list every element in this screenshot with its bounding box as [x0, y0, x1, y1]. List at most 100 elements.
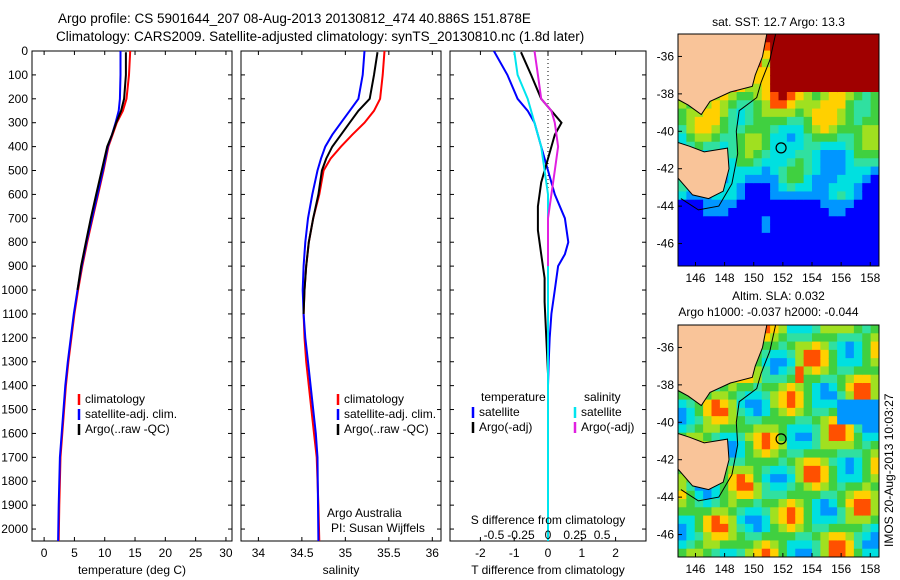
map-cell: [786, 407, 796, 417]
map-cell: [686, 216, 696, 226]
map-cell: [862, 150, 872, 159]
map-cell: [703, 532, 713, 542]
map-cell: [761, 333, 771, 343]
map-cell: [795, 133, 805, 143]
map-cell: [853, 349, 863, 359]
map-cell: [736, 424, 746, 434]
map-cell: [820, 92, 830, 101]
map-cell: [795, 482, 805, 492]
map-cell: [803, 449, 813, 459]
map-cell: [870, 166, 879, 176]
map-cell: [870, 125, 879, 135]
map-cell: [694, 216, 704, 226]
map-cell: [745, 116, 754, 126]
map-cell: [678, 548, 687, 557]
map-cell: [828, 474, 838, 484]
map-cell: [770, 75, 780, 85]
map-cell: [803, 358, 813, 368]
map-cell: [736, 183, 746, 193]
map-cell: [862, 540, 872, 550]
map-cell: [845, 174, 855, 184]
map-cell: [778, 333, 788, 343]
map-cell: [761, 58, 771, 68]
map-cell: [795, 366, 805, 376]
map-cell: [778, 133, 788, 143]
map-cell: [745, 416, 754, 426]
map-cell: [803, 257, 813, 266]
map-cell: [862, 515, 872, 525]
map-cell: [703, 257, 713, 266]
map-cell: [711, 548, 721, 557]
map-cell: [828, 191, 838, 201]
map-cell: [753, 232, 763, 242]
map-cell: [736, 532, 746, 542]
map-cell: [812, 457, 821, 467]
map-cell: [870, 83, 879, 93]
x-tick-label: 5: [71, 546, 78, 560]
series-line-satellite-adj-clim-: [301, 51, 366, 541]
map-cell: [786, 432, 796, 442]
map-cell: [845, 333, 855, 343]
map-cell: [736, 441, 746, 450]
map-cell: [862, 548, 872, 557]
map-cell: [778, 416, 788, 426]
map-cell: [711, 416, 721, 426]
map-cell: [786, 325, 796, 334]
map-cell: [761, 50, 771, 60]
map-cell: [870, 507, 879, 517]
map-cell: [837, 399, 847, 409]
map-cell: [745, 199, 754, 209]
map-cell: [837, 515, 847, 525]
map-cell: [803, 333, 813, 343]
map-cell: [711, 499, 721, 508]
map-cell: [845, 158, 855, 168]
map-cell: [686, 490, 696, 500]
map-y-tick-label: -36: [657, 49, 675, 63]
map-cell: [786, 216, 796, 226]
map-cell: [795, 75, 805, 85]
map-cell: [862, 108, 872, 118]
map-cell: [845, 341, 855, 351]
map-cell: [853, 208, 863, 217]
map-cell: [686, 424, 696, 434]
map-cell: [786, 374, 796, 384]
map-cell: [719, 407, 729, 417]
map-cell: [778, 108, 788, 118]
x-tick-label: 15: [128, 546, 142, 560]
map-cell: [770, 50, 780, 60]
map-cell: [711, 515, 721, 525]
map-cell: [862, 474, 872, 484]
map-cell: [870, 333, 879, 343]
map-cell: [694, 515, 704, 525]
map-cell: [736, 232, 746, 242]
map-cell: [845, 108, 855, 118]
map-cell: [778, 540, 788, 550]
map-cell: [828, 540, 838, 550]
map-cell: [853, 482, 863, 492]
map-cell: [803, 416, 813, 426]
timestamp-sidebar: IMOS 20-Aug-2013 10:03:27: [882, 393, 896, 547]
map-cell: [862, 116, 872, 126]
map-cell: [837, 208, 847, 217]
map-cell: [694, 548, 704, 557]
map-cell: [820, 108, 830, 118]
map-cell: [711, 191, 721, 201]
map-cell: [812, 548, 821, 557]
map-cell: [770, 399, 780, 409]
map-cell: [745, 449, 754, 459]
legend-label: Argo(..raw -QC): [85, 422, 170, 436]
map-cell: [761, 216, 771, 226]
map-cell: [803, 391, 813, 401]
map-cell: [803, 208, 813, 217]
map-cell: [828, 75, 838, 85]
map-cell: [812, 150, 821, 159]
map-cell: [753, 548, 763, 557]
map-cell: [711, 391, 721, 401]
map-cell: [837, 116, 847, 126]
map-cell: [812, 141, 821, 151]
map-cell: [812, 58, 821, 68]
map-cell: [820, 490, 830, 500]
map-cell: [728, 199, 738, 209]
map-cell: [753, 108, 763, 118]
